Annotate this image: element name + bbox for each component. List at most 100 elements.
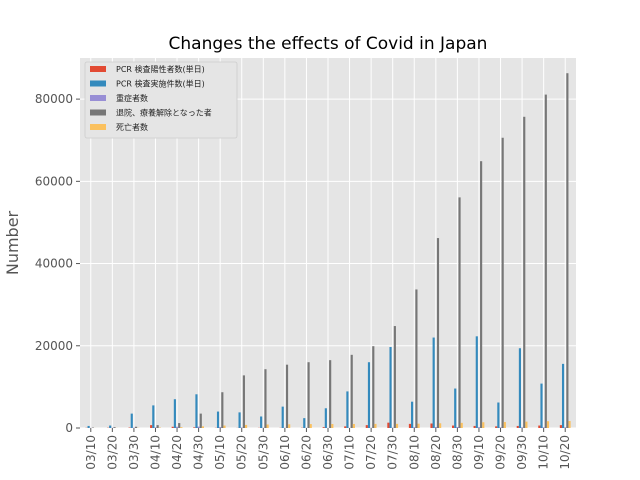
x-ticks: 03/10 03/20 03/30 04/10 04/20 04/30 05/10 05/20… — [84, 428, 572, 470]
x-tick-label: 04/20 — [170, 435, 184, 470]
bar — [180, 427, 183, 428]
bar — [521, 427, 524, 428]
bar — [439, 423, 442, 428]
legend: PCR 検査陽性者数(単日) PCR 検査実施件数(単日) 重症者数退院、療養解除と… — [84, 61, 238, 139]
bar — [456, 427, 459, 428]
bar — [87, 425, 90, 428]
bar — [542, 427, 545, 428]
bar — [197, 426, 200, 428]
x-tick-label: 07/10 — [343, 435, 357, 470]
bar — [561, 363, 565, 428]
bar — [195, 394, 198, 428]
x-tick-label: 08/10 — [407, 435, 421, 470]
bar — [329, 360, 332, 428]
bar — [452, 425, 455, 428]
bar — [175, 426, 179, 428]
y-axis-label: Number — [3, 210, 22, 275]
bar — [374, 423, 377, 428]
bar — [497, 402, 500, 428]
bar — [518, 348, 522, 428]
legend-label: 死亡者数 — [116, 122, 148, 132]
bar — [322, 427, 325, 428]
legend-label: PCR 検査陽性者数(単日) — [116, 64, 205, 74]
bar — [372, 346, 375, 428]
x-tick-label: 06/30 — [321, 435, 335, 470]
bar — [173, 399, 176, 428]
bar — [495, 426, 498, 428]
x-tick-label: 09/10 — [472, 435, 486, 470]
bar — [568, 421, 571, 428]
bar — [538, 425, 541, 428]
bar — [171, 426, 174, 428]
bar — [525, 421, 528, 428]
bar — [150, 425, 153, 428]
bar — [460, 422, 463, 428]
bar — [417, 423, 420, 428]
x-tick-label: 10/10 — [537, 435, 551, 470]
bar — [523, 116, 526, 429]
legend-swatch — [90, 124, 106, 130]
bar — [564, 427, 567, 428]
bar — [303, 418, 306, 428]
legend-swatch — [90, 66, 106, 72]
bar — [365, 425, 368, 428]
bar — [266, 424, 269, 428]
bar — [244, 424, 248, 428]
bar — [415, 289, 418, 428]
bar — [389, 347, 392, 428]
bar — [352, 423, 355, 428]
bar — [566, 73, 569, 428]
bar — [113, 427, 116, 428]
bar — [264, 369, 267, 428]
y-tick-label: 0 — [65, 421, 73, 435]
bar — [501, 137, 504, 428]
bar — [499, 427, 502, 428]
x-tick-label: 06/10 — [278, 435, 292, 470]
x-tick-label: 04/10 — [148, 435, 162, 470]
y-tick-label: 60000 — [35, 174, 73, 188]
x-tick-label: 03/20 — [105, 435, 119, 470]
chart-title: Changes the effects of Covid in Japan — [169, 34, 488, 54]
bar — [430, 423, 433, 428]
bar — [503, 422, 506, 428]
bar — [178, 423, 181, 428]
bars — [85, 73, 571, 429]
x-tick-label: 05/20 — [235, 435, 249, 470]
bar — [307, 362, 310, 428]
bar — [156, 425, 159, 428]
x-tick-label: 06/20 — [299, 435, 313, 470]
bar — [477, 427, 481, 428]
bar — [154, 427, 157, 428]
bar — [480, 161, 483, 428]
legend-swatch — [90, 109, 106, 116]
legend-label: 退院、療養解除となった者 — [116, 108, 212, 118]
bar — [482, 422, 485, 428]
bar — [473, 425, 476, 428]
bar — [346, 391, 349, 428]
y-ticks: 0 20000 40000 60000 80000 — [35, 92, 80, 435]
bar — [395, 423, 399, 428]
x-tick-label: 05/10 — [213, 435, 227, 470]
bar — [331, 424, 334, 428]
bar — [134, 426, 138, 428]
legend-swatch — [90, 95, 106, 101]
bar — [152, 405, 155, 428]
bar — [411, 401, 414, 428]
bar — [130, 413, 133, 428]
bar — [367, 362, 371, 428]
bar — [559, 425, 562, 428]
legend-swatch — [90, 80, 106, 87]
x-tick-label: 07/20 — [364, 435, 378, 470]
x-tick-label: 03/10 — [84, 435, 98, 470]
bar — [387, 422, 390, 428]
bar — [432, 337, 435, 428]
bar — [216, 411, 220, 428]
bar — [288, 424, 291, 428]
bar — [546, 421, 550, 428]
bar — [109, 425, 112, 428]
bar — [544, 94, 547, 428]
bar — [219, 426, 222, 428]
x-tick-label: 05/30 — [256, 435, 270, 470]
bar — [408, 423, 412, 428]
